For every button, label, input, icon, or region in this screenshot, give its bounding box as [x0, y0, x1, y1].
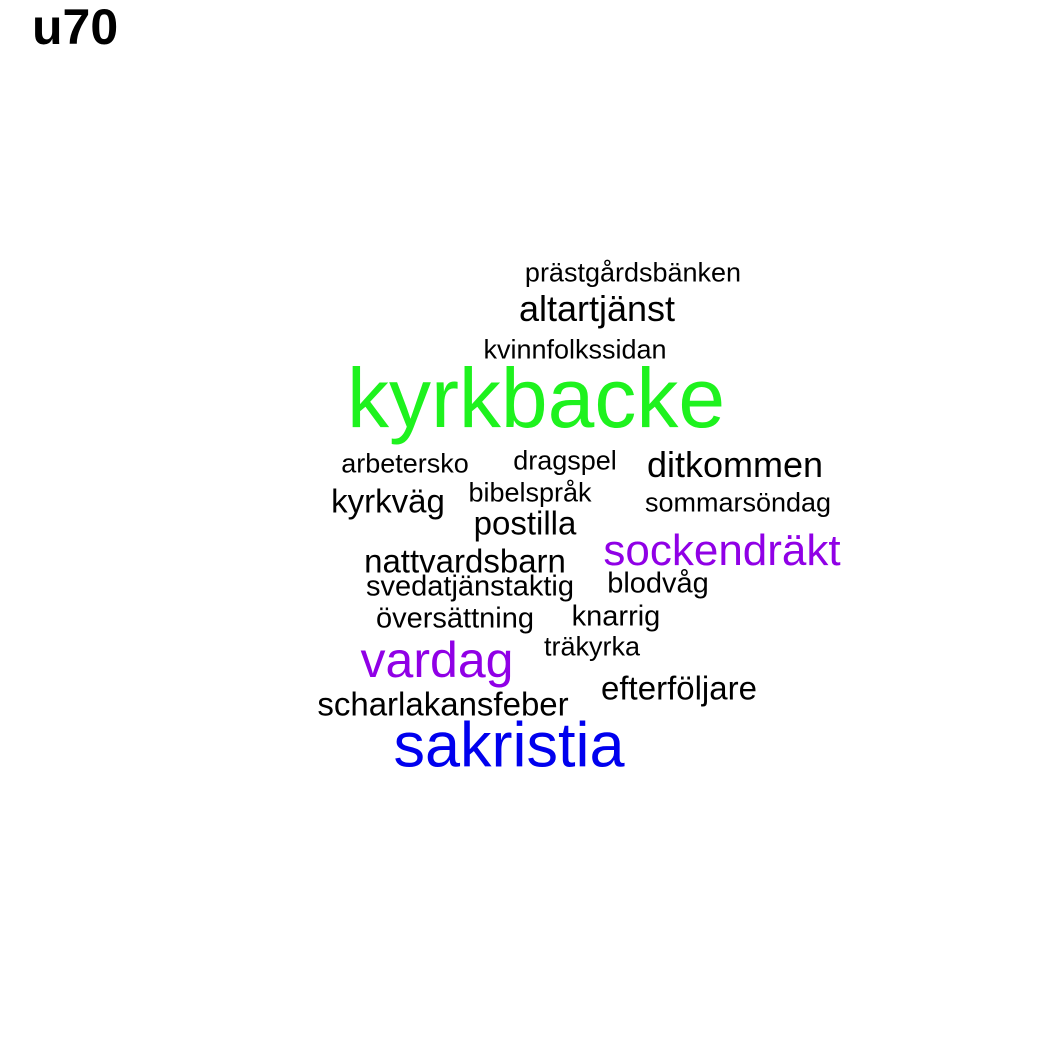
cloud-word: ditkommen	[646, 444, 824, 485]
cloud-word: blodvåg	[607, 567, 709, 600]
cloud-word: svedatjänstaktig	[366, 570, 574, 603]
cloud-word: kvinnfolkssidan	[483, 334, 667, 365]
cloud-word: sakristia	[393, 710, 625, 781]
cloud-word: bibelspråk	[468, 477, 592, 508]
cloud-word: efterföljare	[601, 669, 757, 707]
page-title: u70	[32, 0, 119, 55]
cloud-word: nattvardsbarn	[364, 542, 566, 580]
cloud-word: sockendräkt	[603, 526, 841, 575]
cloud-word: sommarsöndag	[644, 487, 832, 518]
cloud-word: altartjänst	[518, 288, 676, 329]
cloud-word: prästgårdsbänken	[524, 257, 742, 288]
cloud-word: dragspel	[513, 445, 617, 476]
cloud-word: arbetersko	[341, 448, 469, 479]
cloud-word: kyrkväg	[331, 482, 445, 520]
cloud-word: postilla	[473, 504, 577, 542]
cloud-word: vardag	[360, 632, 514, 688]
cloud-word: träkyrka	[543, 631, 641, 662]
cloud-word: knarrig	[571, 600, 661, 633]
cloud-word: översättning	[376, 602, 534, 635]
cloud-word: scharlakansfeber	[317, 685, 569, 723]
cloud-word: kyrkbacke	[346, 351, 726, 445]
